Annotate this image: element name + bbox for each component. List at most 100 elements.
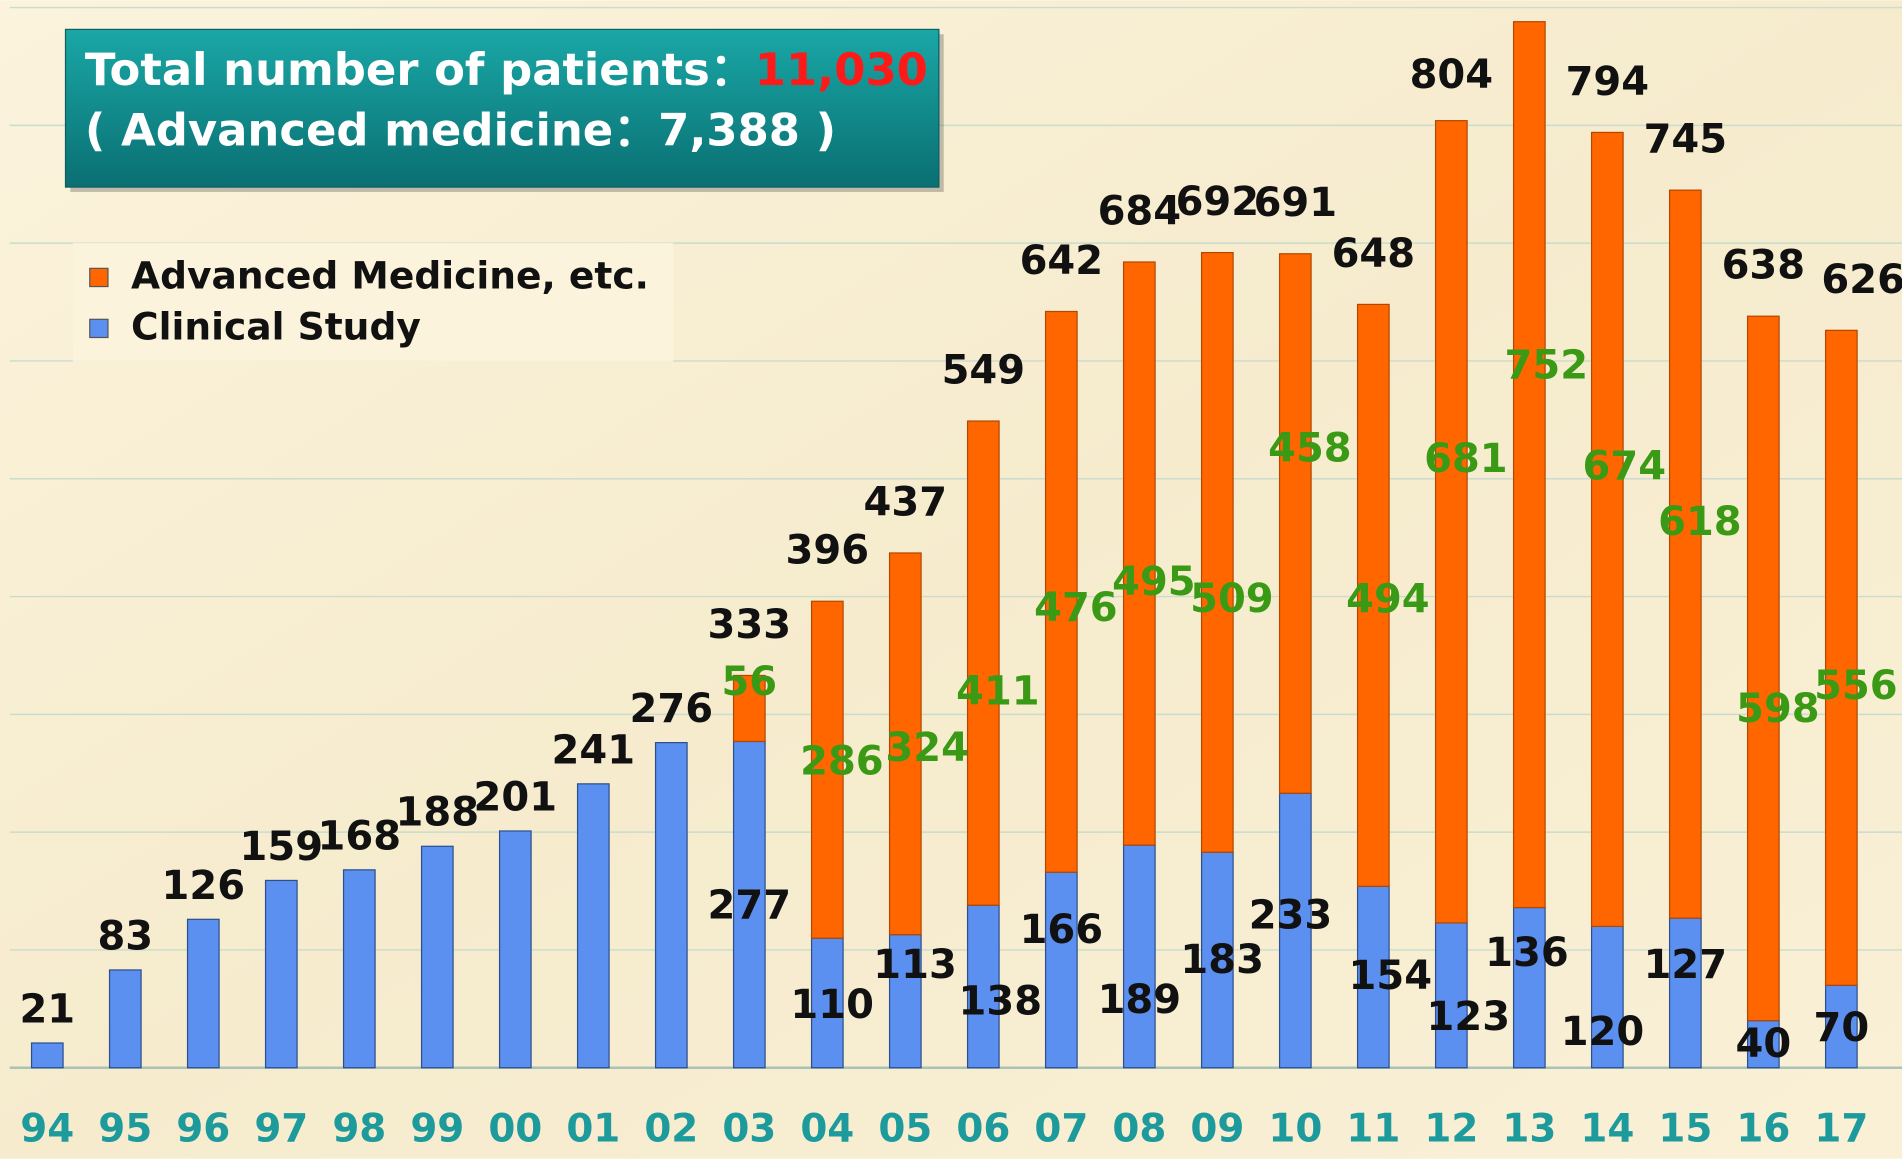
bar: [732, 740, 766, 1069]
value-label: 138: [959, 978, 1043, 1024]
value-label: 324: [885, 725, 969, 771]
bar: [1668, 917, 1702, 1069]
x-tick-label: 14: [1580, 1106, 1634, 1151]
total-label: 396: [786, 528, 870, 574]
bar: [186, 918, 220, 1069]
x-tick-label: 08: [1112, 1106, 1166, 1151]
legend-swatch: [89, 267, 109, 288]
value-label: 233: [1249, 892, 1333, 938]
value-label: 127: [1644, 942, 1728, 988]
bar: [1590, 925, 1624, 1069]
bar: [1044, 310, 1078, 873]
x-tick-label: 17: [1814, 1106, 1868, 1151]
bar: [1746, 1020, 1780, 1069]
value-label: 113: [873, 942, 957, 988]
bar: [1122, 261, 1156, 846]
total-label: 745: [1644, 117, 1728, 163]
x-tick-label: 13: [1502, 1106, 1556, 1151]
total-label: 794: [1566, 59, 1650, 105]
bar: [1668, 189, 1702, 919]
bar: [1434, 120, 1468, 924]
legend-label: Advanced Medicine, etc.: [131, 254, 649, 298]
x-tick-label: 96: [176, 1106, 230, 1151]
legend-box: [72, 242, 674, 362]
bar: [1278, 253, 1312, 794]
total-label: 626: [1821, 257, 1902, 303]
value-label: 241: [552, 727, 636, 773]
bar: [888, 934, 922, 1069]
x-tick-label: 04: [800, 1106, 854, 1151]
value-label: 598: [1736, 686, 1820, 732]
bar: [810, 937, 844, 1069]
x-tick-label: 07: [1034, 1106, 1088, 1151]
bar: [1590, 131, 1624, 927]
value-label: 674: [1583, 444, 1667, 490]
bar: [1356, 303, 1390, 887]
bar: [888, 552, 922, 936]
value-label: 476: [1034, 585, 1118, 631]
bar: [966, 904, 1000, 1069]
x-tick-label: 11: [1346, 1106, 1400, 1151]
legend-swatch: [89, 318, 109, 339]
bar: [1824, 984, 1858, 1069]
x-tick-label: 99: [410, 1106, 464, 1151]
value-label: 189: [1098, 977, 1182, 1023]
value-label: 40: [1736, 1021, 1792, 1067]
total-label: 549: [942, 348, 1026, 394]
title-box: [64, 28, 940, 188]
x-tick-label: 98: [332, 1106, 386, 1151]
total-label: 691: [1254, 180, 1338, 226]
bar: [1512, 21, 1546, 909]
x-tick-label: 16: [1736, 1106, 1790, 1151]
bar: [810, 600, 844, 939]
value-label: 126: [162, 863, 246, 909]
bar: [1200, 851, 1234, 1069]
value-label: 276: [630, 686, 714, 732]
value-label: 411: [956, 668, 1040, 714]
bar: [498, 830, 532, 1069]
value-label: 286: [800, 739, 884, 785]
value-label: 159: [240, 824, 324, 870]
bar: [264, 879, 298, 1069]
value-label: 56: [721, 659, 777, 705]
total-label: 648: [1332, 231, 1416, 277]
value-label: 21: [19, 986, 75, 1032]
x-tick-label: 03: [722, 1106, 776, 1151]
value-label: 277: [708, 883, 792, 929]
value-label: 110: [790, 982, 874, 1028]
value-label: 681: [1424, 436, 1508, 482]
title: Total number of patients：11,030: [85, 43, 928, 96]
x-tick-label: 94: [20, 1106, 74, 1151]
x-tick-label: 97: [254, 1106, 308, 1151]
bar: [732, 674, 766, 743]
bar: [1746, 315, 1780, 1022]
value-label: 458: [1268, 426, 1352, 472]
bar: [1824, 329, 1858, 986]
value-label: 509: [1190, 576, 1274, 622]
total-label: 437: [864, 479, 948, 525]
total-label: 684: [1098, 188, 1182, 234]
bar: [342, 869, 376, 1069]
value-label: 494: [1346, 576, 1430, 622]
value-label: 166: [1020, 907, 1104, 953]
value-label: 168: [318, 813, 402, 859]
value-label: 123: [1427, 994, 1511, 1040]
value-label: 154: [1349, 953, 1433, 999]
title-total: 11,030: [755, 43, 928, 96]
legend-label: Clinical Study: [131, 305, 421, 349]
total-label: 642: [1020, 238, 1104, 284]
bar: [966, 420, 1000, 906]
bar: [576, 783, 610, 1069]
bar: [1122, 844, 1156, 1069]
x-tick-label: 01: [566, 1106, 620, 1151]
value-label: 495: [1112, 559, 1196, 605]
value-label: 201: [474, 774, 558, 820]
x-tick-label: 05: [878, 1106, 932, 1151]
subtitle: ( Advanced medicine：7,388 ): [85, 104, 836, 157]
x-tick-label: 06: [956, 1106, 1010, 1151]
value-label: 183: [1180, 937, 1264, 983]
x-tick-label: 15: [1658, 1106, 1712, 1151]
total-label: 638: [1722, 243, 1806, 289]
